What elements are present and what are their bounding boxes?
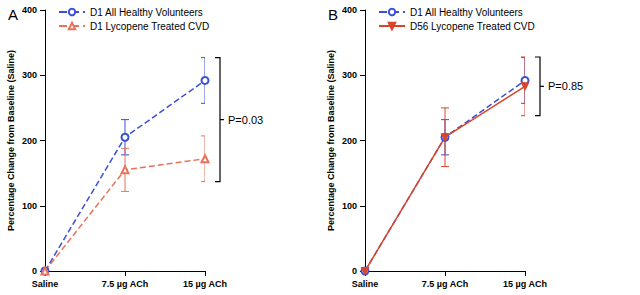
svg-text:A: A — [8, 6, 18, 23]
svg-text:7.5 µg ACh: 7.5 µg ACh — [422, 279, 468, 289]
svg-text:15 µg ACh: 15 µg ACh — [183, 279, 227, 289]
svg-text:Saline: Saline — [352, 279, 379, 289]
svg-text:Saline: Saline — [32, 279, 59, 289]
svg-text:200: 200 — [342, 136, 357, 146]
svg-text:Percentage Change from Baselin: Percentage Change from Baseline (Saline) — [326, 50, 336, 231]
svg-text:300: 300 — [342, 70, 357, 80]
svg-text:D56 Lycopene Treated CVD: D56 Lycopene Treated CVD — [410, 21, 535, 32]
svg-text:P=0.85: P=0.85 — [548, 80, 583, 92]
svg-text:P=0.03: P=0.03 — [228, 114, 263, 126]
svg-text:0: 0 — [352, 266, 357, 276]
svg-text:D1 All Healthy Volunteers: D1 All Healthy Volunteers — [410, 7, 523, 18]
svg-text:400: 400 — [22, 5, 37, 15]
svg-text:D1 Lycopene Treated CVD: D1 Lycopene Treated CVD — [90, 21, 209, 32]
svg-text:0: 0 — [32, 266, 37, 276]
svg-text:100: 100 — [22, 201, 37, 211]
svg-text:400: 400 — [342, 5, 357, 15]
svg-text:Percentage Change from Baselin: Percentage Change from Baseline (Saline) — [6, 50, 16, 231]
svg-text:200: 200 — [22, 136, 37, 146]
svg-text:300: 300 — [22, 70, 37, 80]
svg-text:7.5 µg ACh: 7.5 µg ACh — [102, 279, 148, 289]
svg-text:B: B — [328, 6, 338, 23]
svg-text:15 µg ACh: 15 µg ACh — [503, 279, 547, 289]
svg-text:D1 All Healthy Volunteers: D1 All Healthy Volunteers — [90, 7, 203, 18]
svg-text:100: 100 — [342, 201, 357, 211]
